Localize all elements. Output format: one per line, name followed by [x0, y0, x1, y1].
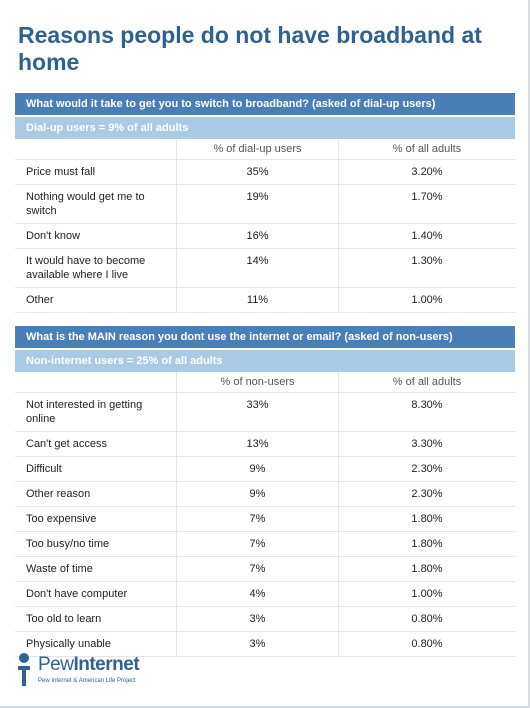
cell-value: 7% — [176, 507, 338, 531]
section-subheader: Non-internet users = 25% of all adults — [15, 350, 515, 372]
row-label: Too busy/no time — [26, 538, 110, 550]
logo-product: Internet — [73, 654, 140, 675]
table-row: Don't know 16% 1.40% — [15, 224, 515, 249]
cell-value: 3.20% — [338, 160, 515, 184]
column-header: % of all adults — [338, 139, 515, 159]
cell-value: 14% — [176, 249, 338, 287]
table-row: Price must fall 35% 3.20% — [15, 160, 515, 185]
logo-icon — [18, 653, 30, 686]
row-label: Don't know — [26, 230, 81, 242]
row-label: Physically unable — [26, 638, 111, 650]
row-label: Don't have computer — [26, 588, 128, 600]
cell-value: 0.80% — [338, 607, 515, 631]
row-label: Other — [26, 294, 54, 306]
cell-value: 35% — [176, 160, 338, 184]
column-header-row: % of non-users% of all adults — [15, 372, 515, 393]
section-question: What is the MAIN reason you dont use the… — [15, 326, 515, 348]
logo-text: PewInternet — [38, 654, 140, 676]
cell-value: 3.30% — [338, 432, 515, 456]
cell-value: 1.00% — [338, 582, 515, 606]
logo-tagline: Pew Internet & American Life Project — [38, 678, 136, 684]
cell-value: 1.00% — [338, 288, 515, 312]
row-label: Not interested in getting online — [26, 399, 143, 425]
column-header: % of non-users — [176, 372, 338, 392]
cell-value: 1.70% — [338, 185, 515, 223]
cell-value: 16% — [176, 224, 338, 248]
row-label: Price must fall — [26, 166, 96, 178]
row-label: It would have to become available where … — [26, 255, 146, 281]
cell-value: 11% — [176, 288, 338, 312]
table-section: What is the MAIN reason you dont use the… — [15, 326, 515, 657]
table-row: Too busy/no time 7% 1.80% — [15, 532, 515, 557]
row-label: Too expensive — [26, 513, 97, 525]
cell-value: 1.80% — [338, 507, 515, 531]
page-title: Reasons people do not have broadband at … — [18, 22, 482, 75]
cell-value: 1.80% — [338, 532, 515, 556]
row-label: Waste of time — [26, 563, 93, 575]
table-row: Can't get access 13% 3.30% — [15, 432, 515, 457]
row-label: Difficult — [26, 463, 62, 475]
cell-value: 33% — [176, 393, 338, 431]
cell-value: 7% — [176, 532, 338, 556]
table-row: Don't have computer 4% 1.00% — [15, 582, 515, 607]
cell-value: 1.80% — [338, 557, 515, 581]
cell-value: 9% — [176, 482, 338, 506]
row-label: Too old to learn — [26, 613, 102, 625]
column-header-empty — [15, 372, 176, 392]
cell-value: 4% — [176, 582, 338, 606]
cell-value: 7% — [176, 557, 338, 581]
column-header-empty — [15, 139, 176, 159]
column-header: % of all adults — [338, 372, 515, 392]
table-row: Other reason 9% 2.30% — [15, 482, 515, 507]
cell-value: 3% — [176, 632, 338, 656]
table-row: Too old to learn 3% 0.80% — [15, 607, 515, 632]
cell-value: 9% — [176, 457, 338, 481]
table-section: What would it take to get you to switch … — [15, 93, 515, 313]
cell-value: 1.40% — [338, 224, 515, 248]
section-question: What would it take to get you to switch … — [15, 93, 515, 115]
row-label: Other reason — [26, 488, 91, 500]
cell-value: 1.30% — [338, 249, 515, 287]
table-row: Physically unable 3% 0.80% — [15, 632, 515, 657]
row-label: Nothing would get me to switch — [26, 191, 145, 217]
column-header-row: % of dial-up users% of all adults — [15, 139, 515, 160]
table-row: Too expensive 7% 1.80% — [15, 507, 515, 532]
table-row: Other 11% 1.00% — [15, 288, 515, 313]
row-label: Can't get access — [26, 438, 107, 450]
section-subheader: Dial-up users = 9% of all adults — [15, 117, 515, 139]
tables: What would it take to get you to switch … — [15, 93, 515, 657]
table-row: Not interested in getting online 33% 8.30% — [15, 393, 515, 432]
table-row: Waste of time 7% 1.80% — [15, 557, 515, 582]
table-row: Difficult 9% 2.30% — [15, 457, 515, 482]
column-header: % of dial-up users — [176, 139, 338, 159]
cell-value: 13% — [176, 432, 338, 456]
cell-value: 0.80% — [338, 632, 515, 656]
logo-name: Pew — [38, 654, 74, 675]
cell-value: 19% — [176, 185, 338, 223]
cell-value: 2.30% — [338, 457, 515, 481]
table-row: Nothing would get me to switch 19% 1.70% — [15, 185, 515, 224]
table-row: It would have to become available where … — [15, 249, 515, 288]
cell-value: 3% — [176, 607, 338, 631]
cell-value: 2.30% — [338, 482, 515, 506]
cell-value: 8.30% — [338, 393, 515, 431]
